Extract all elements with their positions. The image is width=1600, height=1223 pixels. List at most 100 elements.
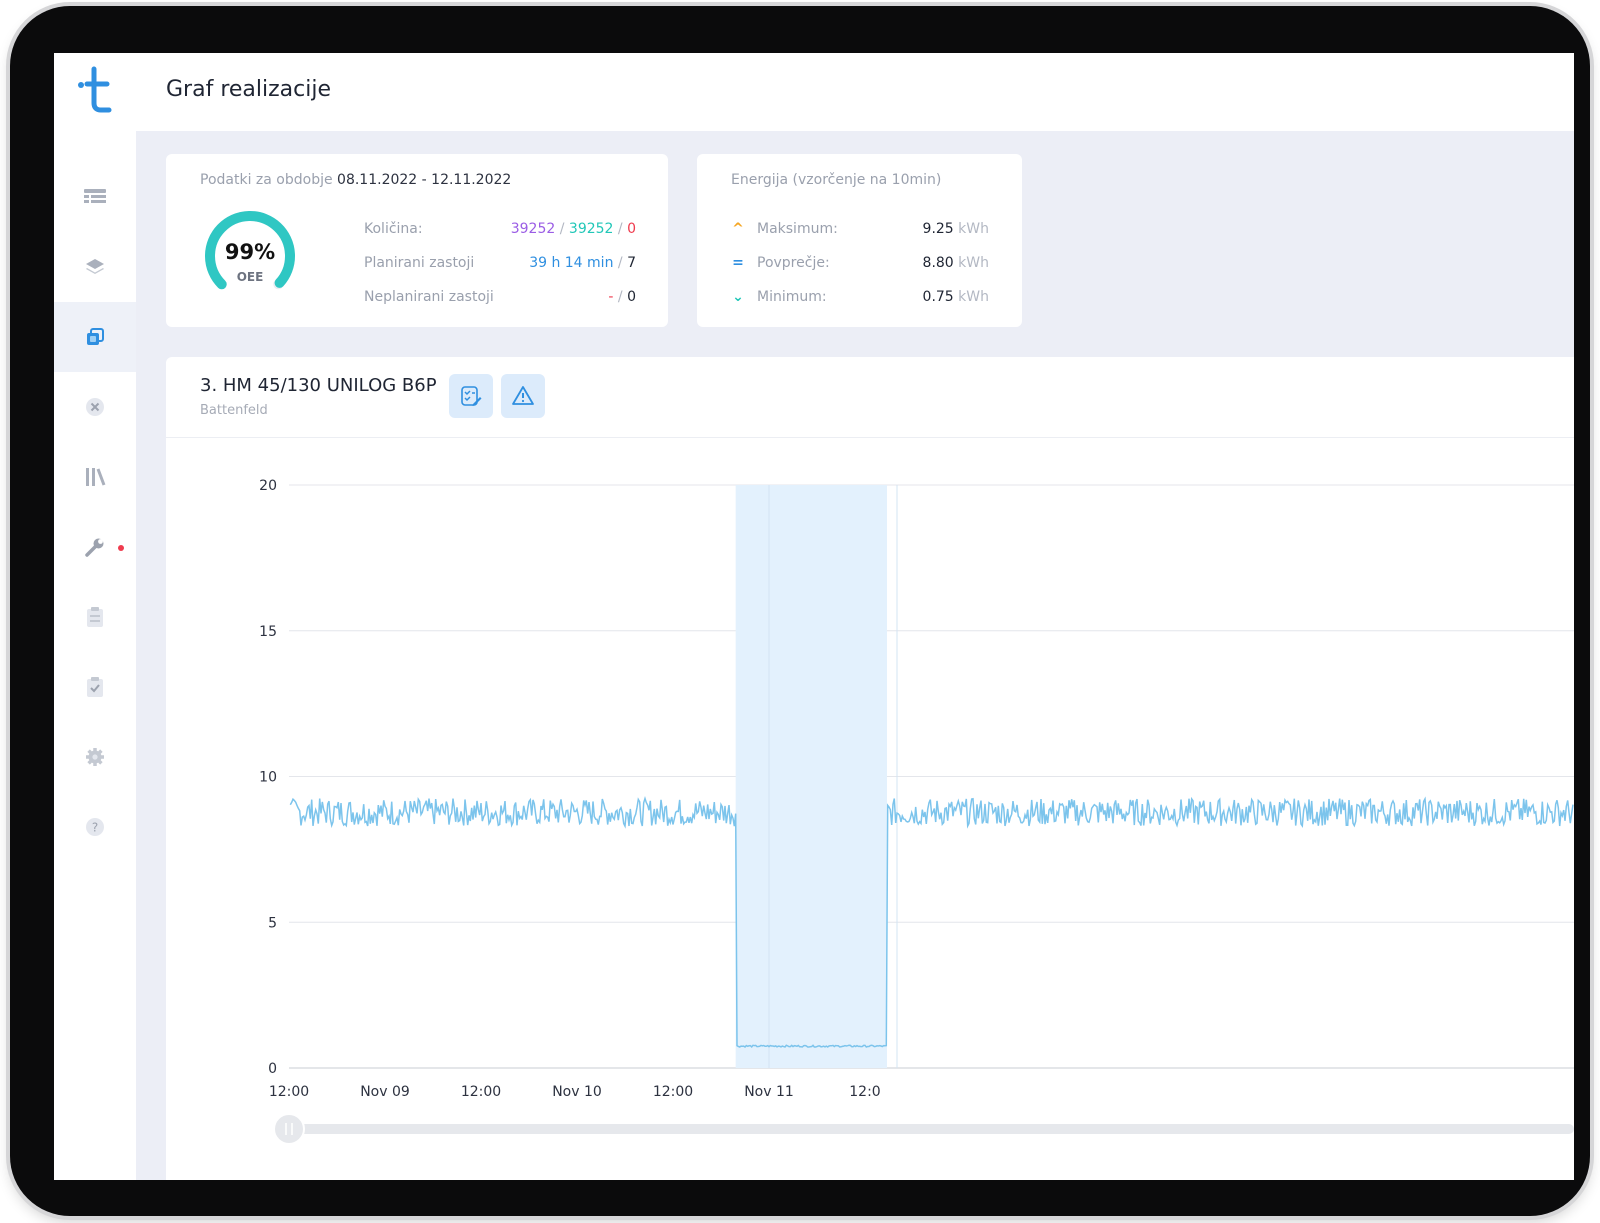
sidebar-item-settings[interactable] bbox=[54, 722, 136, 792]
energy-max-row: ^ Maksimum: 9.25 kWh bbox=[731, 221, 989, 243]
planned-label: Planirani zastoji bbox=[364, 255, 475, 271]
close-circle-icon bbox=[86, 398, 104, 416]
panel-divider bbox=[166, 437, 1574, 438]
unit: kWh bbox=[958, 221, 989, 237]
equals-icon: = bbox=[732, 255, 744, 271]
warning-button[interactable] bbox=[501, 374, 545, 418]
planned-count: 7 bbox=[627, 255, 636, 271]
clipboard-check-icon bbox=[87, 677, 103, 697]
x-tick-label: Nov 10 bbox=[552, 1084, 602, 1100]
summary-card: Podatki za obdobje 08.11.2022 - 12.11.20… bbox=[166, 154, 668, 327]
quantity-b: 39252 bbox=[568, 221, 614, 237]
machine-maker: Battenfeld bbox=[200, 403, 268, 418]
sidebar-item-help[interactable]: ? bbox=[54, 792, 136, 862]
unit: kWh bbox=[958, 255, 989, 271]
y-tick-label: 0 bbox=[268, 1061, 277, 1077]
separator: / bbox=[559, 221, 565, 237]
unplanned-label: Neplanirani zastoji bbox=[364, 289, 494, 305]
sidebar-item-list[interactable] bbox=[54, 162, 136, 232]
energy-avg-value: 8.80 kWh bbox=[923, 255, 989, 271]
unplanned-value: - / 0 bbox=[608, 289, 636, 305]
top-bar: Graf realizacije bbox=[54, 53, 1574, 131]
gear-icon bbox=[86, 748, 104, 766]
sidebar-item-clipboard[interactable] bbox=[54, 582, 136, 652]
sidebar-item-close[interactable] bbox=[54, 372, 136, 442]
separator: / bbox=[617, 221, 623, 237]
period-header: Podatki za obdobje 08.11.2022 - 12.11.20… bbox=[200, 172, 511, 188]
planned-row: Planirani zastoji 39 h 14 min / 7 bbox=[364, 255, 636, 277]
scrollbar-handle[interactable] bbox=[273, 1113, 305, 1145]
sidebar-item-layers[interactable] bbox=[54, 232, 136, 302]
warning-icon bbox=[512, 386, 534, 405]
y-tick-label: 15 bbox=[259, 624, 277, 640]
chevron-up-icon: ^ bbox=[732, 221, 744, 237]
unplanned-time: - bbox=[608, 289, 614, 305]
quantity-a: 39252 bbox=[510, 221, 556, 237]
energy-min-value: 0.75 kWh bbox=[923, 289, 989, 305]
edit-list-button[interactable] bbox=[449, 374, 493, 418]
unplanned-row: Neplanirani zastoji - / 0 bbox=[364, 289, 636, 311]
oee-label: OEE bbox=[236, 270, 264, 284]
energy-series-line bbox=[289, 795, 1574, 1048]
sidebar: ? bbox=[54, 131, 136, 1180]
y-tick-label: 10 bbox=[259, 770, 277, 786]
energy-min-row: ⌄ Minimum: 0.75 kWh bbox=[731, 289, 989, 311]
notification-dot bbox=[118, 545, 124, 551]
sidebar-item-copy[interactable] bbox=[54, 302, 136, 372]
sidebar-item-library[interactable] bbox=[54, 442, 136, 512]
clipboard-icon bbox=[87, 607, 103, 627]
period-value: 08.11.2022 - 12.11.2022 bbox=[337, 172, 512, 188]
quantity-value: 39252 / 39252 / 0 bbox=[511, 221, 636, 237]
period-label: Podatki za obdobje bbox=[200, 172, 333, 188]
x-tick-label: 12:00 bbox=[269, 1084, 309, 1100]
energy-title: Energija (vzorčenje na 10min) bbox=[731, 172, 942, 188]
x-tick-label: 12:0 bbox=[849, 1084, 880, 1100]
planned-time: 39 h 14 min bbox=[529, 255, 614, 271]
unit: kWh bbox=[958, 289, 989, 305]
unplanned-count: 0 bbox=[627, 289, 636, 305]
edit-list-icon bbox=[461, 386, 482, 406]
oee-gauge bbox=[205, 211, 295, 290]
sidebar-item-checklist[interactable] bbox=[54, 652, 136, 722]
app-logo[interactable] bbox=[76, 65, 120, 117]
help-icon: ? bbox=[86, 818, 104, 836]
x-tick-label: 12:00 bbox=[653, 1084, 693, 1100]
library-icon bbox=[86, 468, 106, 486]
list-icon bbox=[84, 189, 106, 203]
downtime-region bbox=[735, 485, 887, 1068]
energy-min-label: Minimum: bbox=[757, 289, 827, 305]
max-number: 9.25 bbox=[922, 221, 954, 237]
content-area: Podatki za obdobje 08.11.2022 - 12.11.20… bbox=[136, 131, 1574, 1180]
handle-grip-icon bbox=[285, 1123, 293, 1135]
chart-scrollbar[interactable] bbox=[273, 1113, 1574, 1145]
svg-text:?: ? bbox=[92, 821, 98, 835]
planned-value: 39 h 14 min / 7 bbox=[529, 255, 636, 271]
separator: / bbox=[617, 289, 623, 305]
x-tick-label: 12:00 bbox=[461, 1084, 501, 1100]
wrench-icon bbox=[85, 538, 104, 557]
y-tick-label: 5 bbox=[268, 915, 277, 931]
quantity-c: 0 bbox=[627, 221, 636, 237]
sidebar-item-maintenance[interactable] bbox=[54, 512, 136, 582]
energy-avg-label: Povprečje: bbox=[757, 255, 830, 271]
energy-chart[interactable]: 0 5 10 15 20 12:00 Nov 09 12:00 Nov 10 12:00 Nov … bbox=[166, 357, 1574, 1180]
page-title: Graf realizacije bbox=[166, 77, 331, 102]
quantity-label: Količina: bbox=[364, 221, 423, 237]
app-screen: Graf realizacije bbox=[54, 53, 1574, 1180]
energy-avg-row: = Povprečje: 8.80 kWh bbox=[731, 255, 989, 277]
machine-name: 3. HM 45/130 UNILOG B6P bbox=[200, 375, 437, 396]
oee-value: 99% bbox=[224, 240, 276, 264]
x-tick-label: Nov 09 bbox=[360, 1084, 410, 1100]
y-tick-label: 20 bbox=[259, 478, 277, 494]
avg-number: 8.80 bbox=[922, 255, 954, 271]
energy-max-label: Maksimum: bbox=[757, 221, 838, 237]
scrollbar-track[interactable] bbox=[274, 1124, 1574, 1134]
chevron-down-icon: ⌄ bbox=[732, 289, 744, 305]
layers-icon bbox=[86, 259, 104, 274]
min-number: 0.75 bbox=[922, 289, 954, 305]
chart-panel: 3. HM 45/130 UNILOG B6P Battenfeld bbox=[166, 357, 1574, 1180]
energy-card: Energija (vzorčenje na 10min) ^ Maksimum… bbox=[697, 154, 1022, 327]
quantity-row: Količina: 39252 / 39252 / 0 bbox=[364, 221, 636, 243]
x-tick-label: Nov 11 bbox=[744, 1084, 794, 1100]
separator: / bbox=[617, 255, 623, 271]
